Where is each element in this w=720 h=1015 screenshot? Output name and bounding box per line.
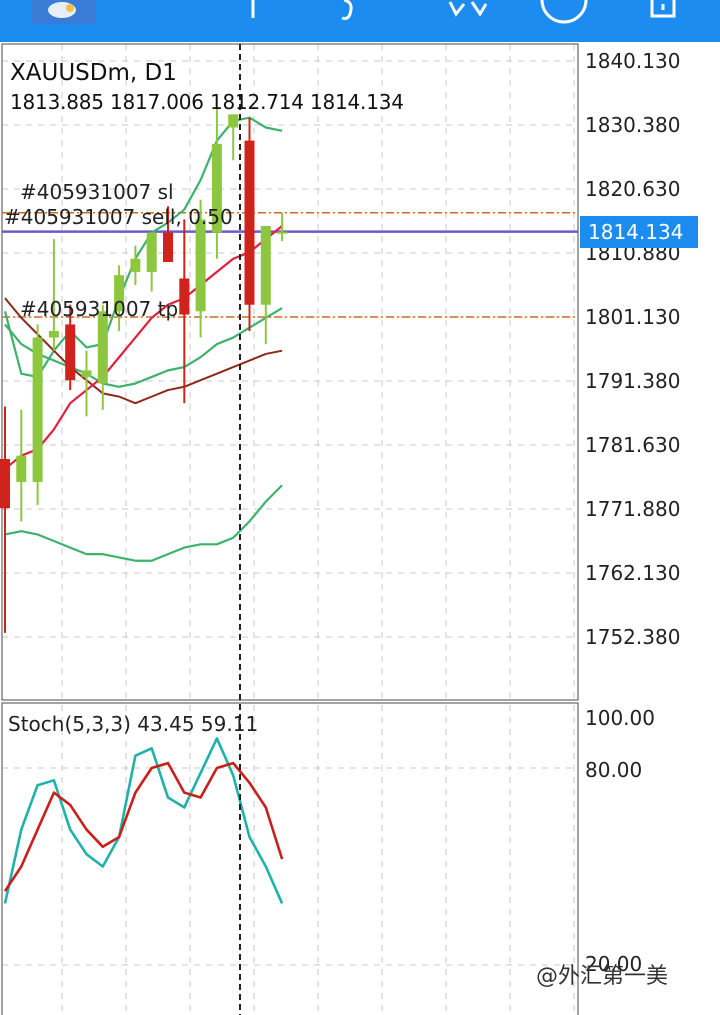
candle-bull xyxy=(277,231,288,234)
stochastic-lines xyxy=(3,737,284,904)
stoch-level-tick: 100.00 xyxy=(585,706,655,730)
take-profit-label: #405931007 tp xyxy=(20,297,179,321)
price-tick: 1762.130 xyxy=(585,561,681,585)
candle-bull xyxy=(97,311,108,384)
price-tick: 1820.630 xyxy=(585,177,681,201)
sell-order-label: #405931007 sell, 0.50 xyxy=(4,205,233,229)
current-price-badge: 1814.134 xyxy=(580,216,698,248)
candlesticks xyxy=(0,107,288,633)
ohlc-values: 1813.885 1817.006 1812.714 1814.134 xyxy=(10,90,404,114)
clock-icon[interactable] xyxy=(540,0,588,24)
stoch-level-tick: 80.00 xyxy=(585,758,643,782)
objects-icon[interactable] xyxy=(446,0,492,24)
moving-averages xyxy=(3,116,283,562)
ma-brown-line xyxy=(4,297,283,405)
chart-area[interactable] xyxy=(0,42,720,1015)
price-tick: 1771.880 xyxy=(585,497,681,521)
price-tick: 1791.380 xyxy=(585,369,681,393)
candle-bull xyxy=(130,258,141,272)
stoch-panel-border xyxy=(1,702,579,1015)
price-tick: 1840.130 xyxy=(585,49,681,73)
candle-bear xyxy=(0,458,10,509)
indicator-icon[interactable] xyxy=(340,0,364,24)
stop-loss-label: #405931007 sl xyxy=(20,180,174,204)
band-lower-line xyxy=(4,484,283,562)
candle-bull xyxy=(114,275,125,312)
stoch-level-tick: 20.00 xyxy=(585,952,643,976)
price-tick: 1781.630 xyxy=(585,433,681,457)
candle-bear xyxy=(65,324,76,381)
stoch-grid xyxy=(2,705,578,1015)
top-toolbar xyxy=(0,0,720,42)
stoch-signal-line xyxy=(3,761,284,892)
trade-icon[interactable] xyxy=(648,0,678,24)
candle-bull xyxy=(81,370,92,377)
candle-bear xyxy=(244,140,255,305)
price-tick: 1752.380 xyxy=(585,625,681,649)
watermark: @外汇第一美 xyxy=(536,964,669,989)
ma-red-line xyxy=(4,225,283,470)
candle-bull xyxy=(211,143,222,233)
candle-bull xyxy=(146,232,157,272)
app-logo-icon[interactable] xyxy=(32,0,96,24)
candle-bull xyxy=(16,455,27,482)
candle-bull xyxy=(32,337,43,482)
candle-bull xyxy=(195,219,206,312)
stoch-main-line xyxy=(3,737,284,904)
candle-bear xyxy=(163,232,173,263)
symbol-timeframe: XAUUSDm, D1 xyxy=(10,60,177,86)
crosshair-icon[interactable] xyxy=(245,0,261,24)
band-upper-line xyxy=(4,307,283,388)
candle-bull xyxy=(260,225,271,305)
price-tick: 1830.380 xyxy=(585,113,681,137)
candle-bear xyxy=(179,278,190,315)
candle-bull xyxy=(48,330,59,338)
main-panel-border xyxy=(1,43,579,701)
candle-bull xyxy=(228,114,239,128)
price-tick: 1801.130 xyxy=(585,305,681,329)
stochastic-label: Stoch(5,3,3) 43.45 59.11 xyxy=(8,712,259,736)
